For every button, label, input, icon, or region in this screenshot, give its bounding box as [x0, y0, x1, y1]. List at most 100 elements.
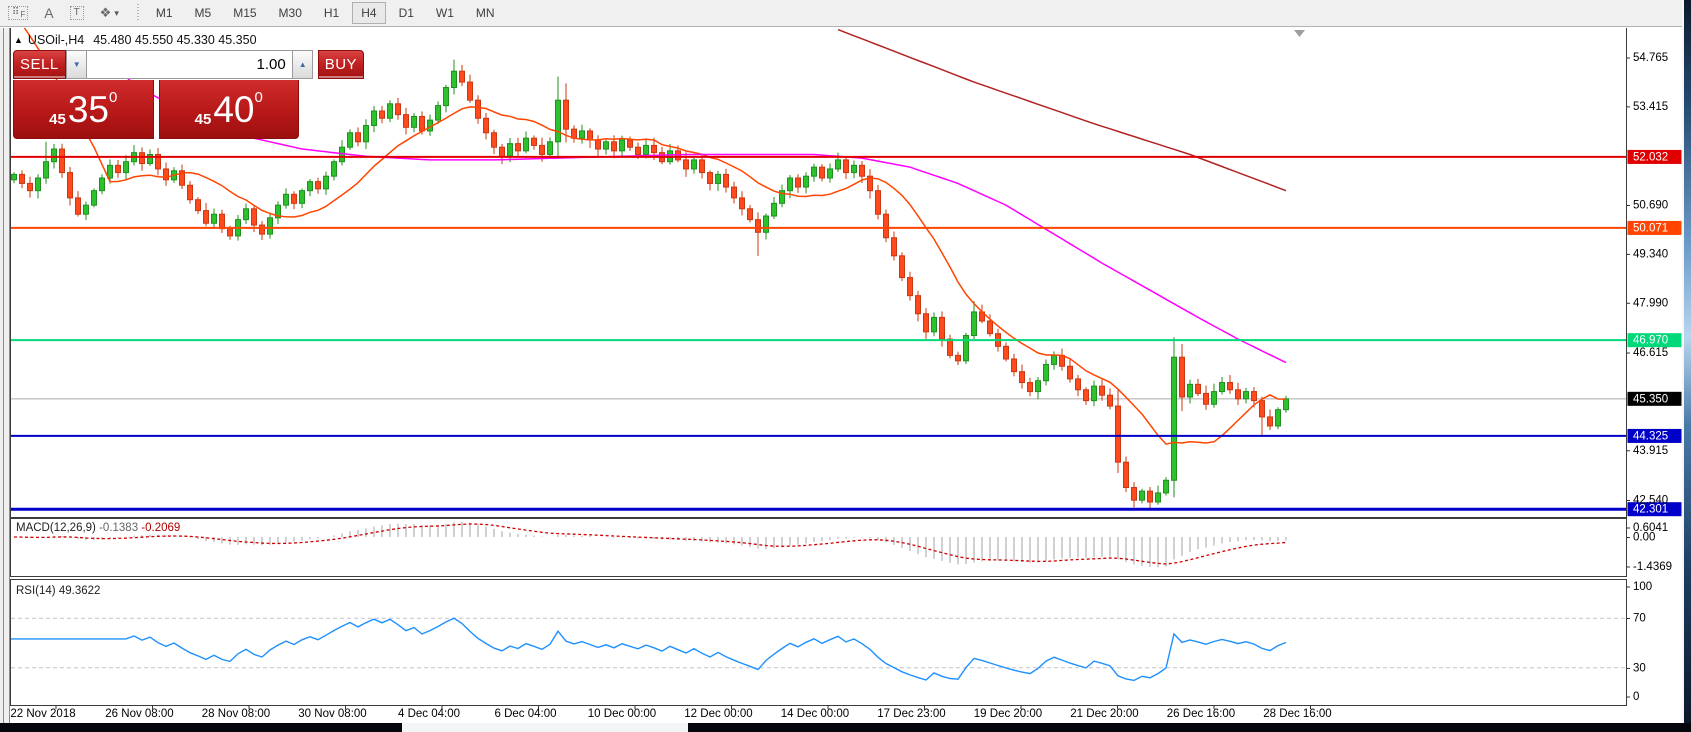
- buy-button[interactable]: BUY: [317, 50, 365, 79]
- candle: [443, 87, 449, 107]
- candle: [331, 161, 337, 177]
- candle: [1179, 356, 1185, 398]
- timeframe-button-M1[interactable]: M1: [147, 2, 182, 24]
- timeframe-group: M1 M5 M15 M30 H1 H4 D1 W1 MN: [145, 2, 506, 24]
- bottom-strip-highlight: [402, 723, 688, 732]
- candle: [1091, 385, 1097, 402]
- candle: [395, 103, 401, 116]
- candle: [1195, 383, 1201, 394]
- sell-button[interactable]: SELL: [13, 50, 66, 79]
- candle: [1267, 416, 1273, 427]
- candle: [523, 137, 529, 152]
- candle: [411, 115, 417, 128]
- svg-text:45.350: 45.350: [1633, 393, 1668, 405]
- candle: [931, 316, 937, 333]
- candle: [163, 168, 169, 181]
- candle: [155, 153, 161, 170]
- timeframe-button-M5[interactable]: M5: [186, 2, 221, 24]
- timeframe-button-MN[interactable]: MN: [467, 2, 504, 24]
- objects-glyph: ❖: [99, 5, 112, 20]
- chart-shift-marker-icon[interactable]: [1294, 30, 1305, 37]
- candle: [11, 173, 17, 181]
- macd-series: [13, 522, 1287, 568]
- candle: [483, 117, 489, 134]
- candle: [867, 175, 873, 192]
- candle: [1019, 371, 1025, 384]
- svg-text:46.970: 46.970: [1633, 335, 1668, 347]
- candle: [83, 204, 89, 215]
- candle: [1187, 383, 1193, 398]
- candle: [1163, 479, 1169, 494]
- window-inner-edge: [1682, 0, 1684, 732]
- draw-objects-icon[interactable]: ❖ ▾: [96, 2, 123, 24]
- macd-axis-label: 0.00: [1633, 532, 1655, 544]
- text-box-icon[interactable]: T: [66, 2, 88, 24]
- candle: [1011, 358, 1017, 373]
- sell-price-big: 35: [67, 88, 109, 130]
- price-axis-tick-label: 47.990: [1633, 297, 1668, 309]
- candle: [1123, 461, 1129, 489]
- candle: [283, 193, 289, 206]
- volume-input[interactable]: [86, 50, 292, 79]
- price-line-label: [1627, 391, 1682, 406]
- rsi-axis-label: 0: [1633, 691, 1639, 703]
- candle: [1147, 490, 1153, 503]
- buy-price-prefix: 45: [194, 111, 212, 128]
- volume-decrease-button[interactable]: ▼: [65, 50, 87, 79]
- buy-price[interactable]: 45 40 0: [158, 80, 299, 139]
- ma-slow-line: [837, 28, 1287, 192]
- timeframe-button-M30[interactable]: M30: [270, 2, 311, 24]
- candle: [987, 320, 993, 335]
- candle: [611, 141, 617, 152]
- time-axis-label: 6 Dec 04:00: [494, 708, 556, 720]
- candle: [699, 159, 705, 174]
- timeframe-button-D1[interactable]: D1: [390, 2, 423, 24]
- candle: [1099, 385, 1105, 396]
- candle: [403, 114, 409, 128]
- candle: [811, 166, 817, 177]
- buy-price-big: 40: [213, 88, 255, 130]
- candle: [1043, 363, 1049, 382]
- timeframe-button-H1[interactable]: H1: [315, 2, 348, 24]
- candle: [1243, 391, 1249, 400]
- candle: [1075, 378, 1081, 391]
- candle: [755, 219, 761, 233]
- candle: [1051, 354, 1057, 365]
- candle: [387, 103, 393, 119]
- candle: [499, 146, 505, 157]
- candle: [99, 177, 105, 192]
- candle: [211, 213, 217, 224]
- candle: [1227, 382, 1233, 391]
- candle: [547, 141, 553, 155]
- candle: [683, 159, 689, 170]
- candle: [1235, 389, 1241, 400]
- candle: [419, 115, 425, 132]
- time-axis-label: 22 Nov 2018: [10, 708, 75, 720]
- candle: [91, 190, 97, 206]
- price-line-label: [1627, 333, 1682, 348]
- price-axis-tick-label: 49.340: [1633, 248, 1668, 260]
- candle: [1035, 380, 1041, 393]
- candle: [635, 146, 641, 155]
- timeframe-button-H4[interactable]: H4: [352, 2, 386, 24]
- time-axis-label: 17 Dec 23:00: [877, 708, 945, 720]
- price-line-label: [1627, 428, 1682, 443]
- candle: [907, 277, 913, 297]
- candle: [323, 175, 329, 190]
- candle: [475, 99, 481, 119]
- sell-price[interactable]: 45 35 0: [13, 80, 154, 139]
- timeframe-button-M15[interactable]: M15: [224, 2, 265, 24]
- time-axis-label: 26 Dec 16:00: [1167, 708, 1235, 720]
- candle: [587, 130, 593, 141]
- candle: [763, 215, 769, 233]
- sell-price-sup: 0: [109, 89, 118, 106]
- collapse-triangle-icon[interactable]: ▲: [14, 35, 23, 45]
- text-label-icon[interactable]: A: [40, 2, 57, 24]
- candle: [619, 139, 625, 152]
- candle: [731, 186, 737, 199]
- candle: [267, 217, 273, 235]
- timeframe-button-W1[interactable]: W1: [427, 2, 463, 24]
- svg-text:42.301: 42.301: [1633, 504, 1668, 516]
- symbol-properties-icon[interactable]: ⠿F: [4, 2, 32, 24]
- volume-increase-button[interactable]: ▲: [291, 50, 313, 79]
